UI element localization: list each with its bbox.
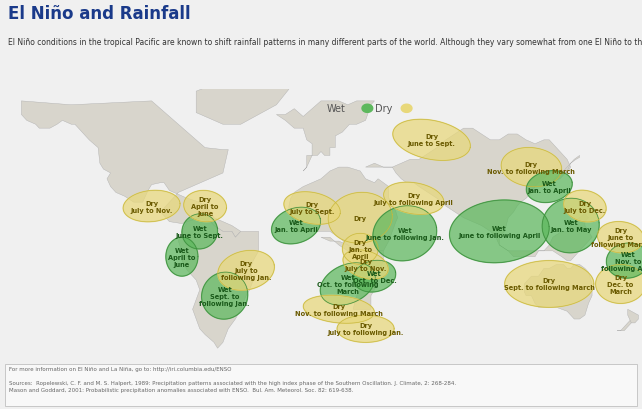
Polygon shape <box>284 192 340 225</box>
Text: Wet
June to following April: Wet June to following April <box>458 225 541 238</box>
Polygon shape <box>272 208 320 244</box>
Polygon shape <box>617 315 635 331</box>
Text: El Niño conditions in the tropical Pacific are known to shift rainfall patterns : El Niño conditions in the tropical Pacif… <box>8 38 642 47</box>
Text: Wet
Jan. to May: Wet Jan. to May <box>550 220 591 232</box>
Polygon shape <box>196 79 289 125</box>
Text: Dry
July to
following Jan.: Dry July to following Jan. <box>221 261 272 281</box>
Polygon shape <box>526 171 572 203</box>
Polygon shape <box>321 238 383 310</box>
Text: Dry
Nov. to following March: Dry Nov. to following March <box>487 161 575 174</box>
Polygon shape <box>596 265 642 303</box>
Polygon shape <box>401 105 412 113</box>
Polygon shape <box>542 199 599 253</box>
Polygon shape <box>501 148 562 187</box>
Polygon shape <box>328 193 392 243</box>
Text: Wet
Jan. to April: Wet Jan. to April <box>274 220 318 232</box>
Text: Dry
July to Sept.: Dry July to Sept. <box>290 202 334 215</box>
Polygon shape <box>343 250 388 279</box>
Text: Wet
June to following Jan.: Wet June to following Jan. <box>365 227 444 240</box>
Text: Dry
Jan. to
April: Dry Jan. to April <box>348 239 372 259</box>
Text: Dry
July to Nov.: Dry July to Nov. <box>130 200 173 213</box>
Polygon shape <box>289 168 397 251</box>
Text: Dry
June to Sept.: Dry June to Sept. <box>408 134 456 147</box>
Polygon shape <box>564 191 606 222</box>
Polygon shape <box>449 200 549 263</box>
Text: El Niño and Rainfall: El Niño and Rainfall <box>8 4 190 22</box>
Text: Wet
Nov. to
following April: Wet Nov. to following April <box>601 251 642 271</box>
Polygon shape <box>202 272 248 319</box>
Polygon shape <box>178 218 259 348</box>
Text: Dry
July to Nov.: Dry July to Nov. <box>344 258 386 271</box>
Text: Dry
Nov. to following March: Dry Nov. to following March <box>295 303 383 316</box>
Polygon shape <box>384 183 444 215</box>
Polygon shape <box>320 263 375 306</box>
Polygon shape <box>553 156 580 181</box>
Text: Dry
Dec. to
March: Dry Dec. to March <box>607 274 634 294</box>
Polygon shape <box>337 315 394 342</box>
Polygon shape <box>277 101 374 172</box>
Polygon shape <box>21 101 241 238</box>
Text: Dry
July to following April: Dry July to following April <box>374 192 454 205</box>
FancyBboxPatch shape <box>5 364 637 406</box>
Text: Dry
April to
June: Dry April to June <box>191 197 219 216</box>
Text: Dry: Dry <box>375 104 392 114</box>
Polygon shape <box>362 105 373 113</box>
Polygon shape <box>373 206 437 261</box>
Text: Wet
Jan. to April: Wet Jan. to April <box>527 181 571 193</box>
Polygon shape <box>598 222 642 253</box>
Polygon shape <box>303 296 374 324</box>
Text: Dry
July to Dec.: Dry July to Dec. <box>564 200 606 213</box>
Polygon shape <box>607 243 642 279</box>
Polygon shape <box>505 261 594 308</box>
Polygon shape <box>218 251 274 290</box>
Polygon shape <box>184 191 227 222</box>
Polygon shape <box>353 261 395 292</box>
Text: Wet
June to Sept.: Wet June to Sept. <box>176 225 223 238</box>
Polygon shape <box>393 120 471 161</box>
Text: Dry
June to
following March: Dry June to following March <box>591 228 642 247</box>
Text: Dry
July to following Jan.: Dry July to following Jan. <box>327 322 404 335</box>
Text: Dry
Sept. to following March: Dry Sept. to following March <box>504 278 594 291</box>
Polygon shape <box>123 191 180 222</box>
Text: Dry: Dry <box>354 215 367 221</box>
Text: Wet
Oct. to following
March: Wet Oct. to following March <box>317 274 379 294</box>
Text: For more information on El Niño and La Niña, go to: http://iri.columbia.edu/ENSO: For more information on El Niño and La N… <box>9 366 456 393</box>
Polygon shape <box>628 310 638 323</box>
Polygon shape <box>365 129 592 261</box>
Polygon shape <box>182 214 218 249</box>
Polygon shape <box>525 265 592 319</box>
Polygon shape <box>166 238 198 276</box>
Text: Wet: Wet <box>327 104 346 114</box>
Polygon shape <box>342 234 378 265</box>
Text: Wet
Oct. to Dec.: Wet Oct. to Dec. <box>352 270 396 283</box>
Text: Wet
April to
June: Wet April to June <box>168 247 196 267</box>
Text: Wet
Sept. to
following Jan.: Wet Sept. to following Jan. <box>200 286 250 306</box>
